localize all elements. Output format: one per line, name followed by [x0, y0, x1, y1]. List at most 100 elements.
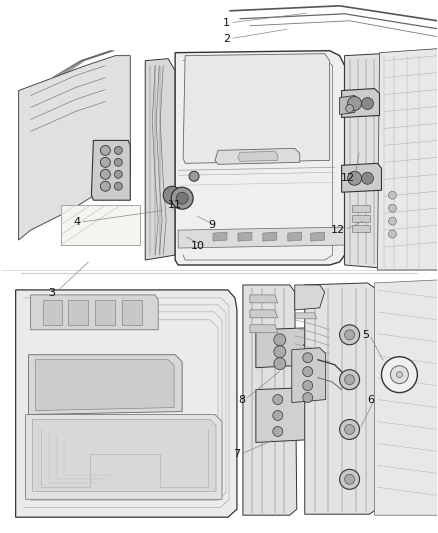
Polygon shape — [345, 54, 389, 268]
Polygon shape — [19, 55, 130, 240]
Circle shape — [114, 147, 122, 155]
Polygon shape — [339, 95, 360, 115]
Polygon shape — [175, 51, 345, 265]
Circle shape — [274, 334, 286, 346]
Polygon shape — [342, 163, 381, 192]
Circle shape — [303, 353, 313, 362]
Circle shape — [339, 470, 360, 489]
Polygon shape — [60, 205, 140, 245]
Circle shape — [339, 370, 360, 390]
Circle shape — [339, 419, 360, 439]
Polygon shape — [178, 227, 345, 248]
Text: 12: 12 — [331, 225, 345, 235]
Polygon shape — [311, 232, 325, 241]
Circle shape — [361, 98, 374, 109]
Circle shape — [346, 104, 353, 112]
Polygon shape — [243, 285, 297, 515]
Polygon shape — [352, 225, 370, 232]
Polygon shape — [95, 300, 115, 325]
Circle shape — [361, 172, 374, 184]
Circle shape — [273, 426, 283, 437]
Text: 4: 4 — [73, 217, 81, 227]
Polygon shape — [296, 302, 317, 308]
Circle shape — [345, 330, 355, 340]
Polygon shape — [215, 148, 300, 164]
Text: 10: 10 — [191, 241, 205, 251]
Polygon shape — [42, 300, 63, 325]
Circle shape — [189, 171, 199, 181]
Polygon shape — [296, 292, 317, 298]
Circle shape — [345, 474, 355, 484]
Polygon shape — [25, 415, 222, 499]
Polygon shape — [288, 232, 302, 241]
Polygon shape — [250, 325, 278, 333]
Circle shape — [390, 366, 408, 384]
Text: 5: 5 — [363, 330, 370, 340]
Circle shape — [114, 182, 122, 190]
Polygon shape — [238, 232, 252, 241]
Circle shape — [171, 187, 193, 209]
Text: 1: 1 — [223, 18, 230, 28]
Text: 6: 6 — [367, 394, 374, 405]
Polygon shape — [175, 173, 198, 183]
Polygon shape — [378, 49, 437, 270]
Circle shape — [396, 372, 403, 378]
Polygon shape — [250, 310, 278, 318]
Polygon shape — [305, 283, 379, 514]
Text: 7: 7 — [233, 449, 240, 459]
Polygon shape — [163, 168, 174, 180]
Circle shape — [339, 325, 360, 345]
Polygon shape — [32, 419, 216, 491]
Polygon shape — [145, 59, 175, 260]
Polygon shape — [16, 290, 237, 517]
Circle shape — [100, 157, 110, 167]
Circle shape — [348, 96, 361, 110]
Polygon shape — [352, 205, 370, 212]
Circle shape — [100, 169, 110, 179]
Circle shape — [274, 346, 286, 358]
Circle shape — [345, 424, 355, 434]
Circle shape — [389, 217, 396, 225]
Circle shape — [163, 186, 181, 204]
Circle shape — [345, 375, 355, 385]
Circle shape — [389, 230, 396, 238]
Text: 2: 2 — [223, 34, 230, 44]
Polygon shape — [213, 232, 227, 241]
Polygon shape — [352, 215, 370, 222]
Circle shape — [273, 394, 283, 405]
Circle shape — [176, 192, 188, 204]
Circle shape — [348, 171, 361, 185]
Circle shape — [389, 191, 396, 199]
Polygon shape — [374, 280, 437, 515]
Polygon shape — [35, 360, 174, 410]
Circle shape — [303, 381, 313, 391]
Circle shape — [381, 357, 417, 393]
Polygon shape — [292, 348, 326, 402]
Polygon shape — [250, 295, 278, 303]
Polygon shape — [256, 387, 314, 442]
Polygon shape — [256, 328, 314, 368]
Circle shape — [274, 358, 286, 370]
Circle shape — [389, 204, 396, 212]
Text: 3: 3 — [49, 288, 56, 298]
Polygon shape — [183, 54, 330, 163]
Circle shape — [100, 181, 110, 191]
Ellipse shape — [50, 372, 160, 401]
Polygon shape — [68, 300, 88, 325]
Text: 12: 12 — [340, 173, 355, 183]
Circle shape — [303, 367, 313, 377]
Circle shape — [303, 393, 313, 402]
Polygon shape — [92, 140, 130, 200]
Circle shape — [100, 146, 110, 155]
Polygon shape — [263, 232, 277, 241]
Polygon shape — [238, 151, 278, 161]
Polygon shape — [122, 300, 142, 325]
Polygon shape — [342, 88, 379, 117]
Text: 9: 9 — [208, 220, 215, 230]
Polygon shape — [295, 285, 325, 310]
Circle shape — [273, 410, 283, 421]
Text: 8: 8 — [238, 394, 245, 405]
Text: 11: 11 — [168, 200, 182, 210]
Polygon shape — [31, 295, 158, 330]
Circle shape — [114, 158, 122, 166]
